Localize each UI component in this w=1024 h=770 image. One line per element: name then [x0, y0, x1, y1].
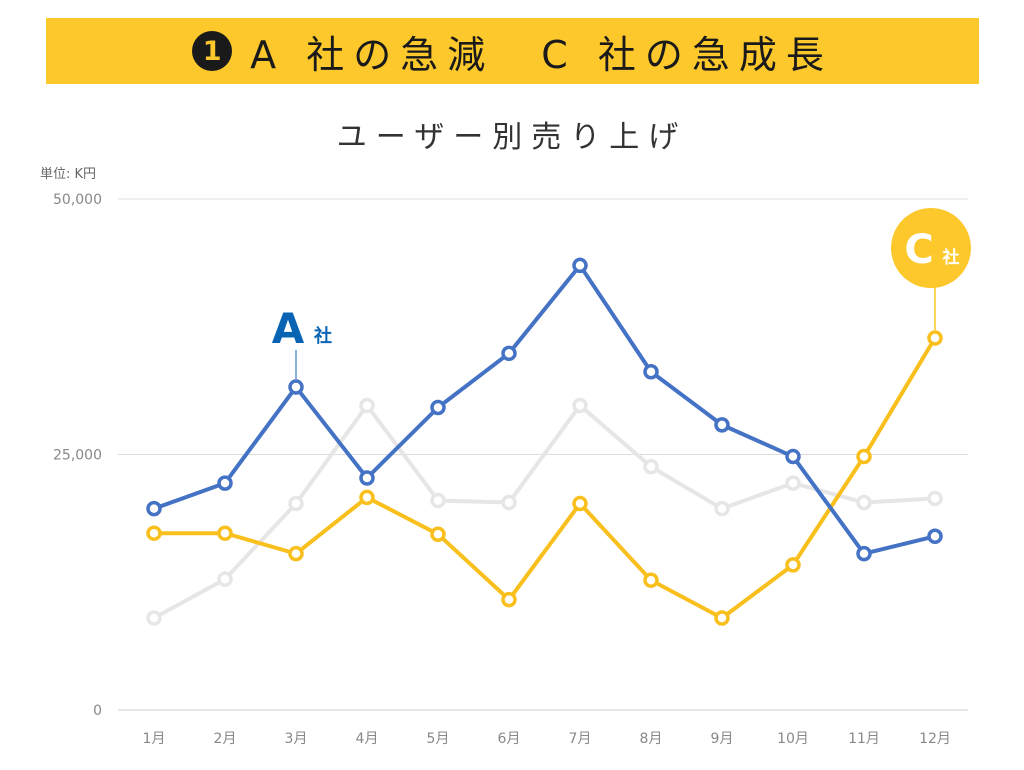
- data-point: [146, 610, 162, 626]
- y-tick-label: 25,000: [53, 448, 102, 464]
- y-tick-label: 0: [93, 703, 102, 719]
- data-point: [785, 448, 801, 465]
- data-point: [572, 257, 588, 274]
- data-point: [501, 345, 517, 362]
- data-point: [288, 545, 304, 562]
- series-line: [152, 263, 937, 556]
- annotation-label: A: [272, 304, 305, 353]
- data-point: [501, 494, 517, 511]
- x-tick-label: 9月: [711, 731, 734, 747]
- data-point: [927, 490, 943, 507]
- unit-label: 単位: K円: [40, 167, 97, 182]
- data-point: [146, 500, 162, 517]
- series-line: [152, 335, 937, 621]
- data-point: [359, 489, 375, 506]
- data-point: [643, 572, 659, 588]
- data-point: [643, 459, 659, 475]
- data-point: [430, 492, 446, 509]
- annotation-bubble: [891, 208, 971, 288]
- data-point: [785, 557, 801, 573]
- data-point: [430, 526, 446, 542]
- annotation-sublabel: 社: [942, 247, 960, 268]
- data-point: [927, 330, 943, 346]
- x-tick-label: 3月: [285, 731, 308, 747]
- x-tick-label: 1月: [143, 731, 166, 747]
- data-point: [643, 363, 659, 380]
- x-tick-label: 11月: [848, 731, 880, 747]
- data-point: [217, 475, 233, 491]
- x-tick-label: 5月: [427, 731, 450, 747]
- banner-title: A 社の急減 C 社の急成長: [250, 32, 833, 77]
- x-tick-label: 7月: [569, 731, 592, 747]
- x-tick-label: 4月: [356, 731, 379, 747]
- data-point: [927, 528, 943, 545]
- data-point: [288, 495, 304, 512]
- x-tick-label: 6月: [498, 731, 521, 747]
- x-tick-label: 2月: [214, 731, 237, 747]
- data-point: [572, 397, 588, 414]
- data-point: [217, 571, 233, 587]
- data-point: [572, 495, 588, 512]
- data-point: [288, 379, 304, 395]
- annotation-label: C: [904, 227, 933, 273]
- x-tick-label: 10月: [777, 731, 809, 747]
- x-tick-label: 12月: [919, 731, 951, 747]
- series-line: [152, 403, 937, 621]
- data-point: [359, 470, 375, 486]
- data-point: [217, 525, 233, 541]
- data-point: [714, 610, 730, 626]
- step-number-badge: 1: [192, 31, 233, 71]
- chart-title: ユーザー別売り上げ: [336, 120, 688, 155]
- data-point: [856, 545, 872, 562]
- title-banner: 1 A 社の急減 C 社の急成長: [46, 18, 979, 84]
- data-point: [714, 500, 730, 517]
- data-point: [359, 397, 375, 414]
- data-point: [430, 399, 446, 416]
- data-point: [856, 494, 872, 511]
- x-tick-label: 8月: [640, 731, 663, 747]
- y-tick-label: 50,000: [53, 192, 102, 208]
- data-point: [501, 591, 517, 608]
- annotation-sublabel: 社: [314, 325, 332, 347]
- data-point: [714, 417, 730, 433]
- data-point: [146, 525, 162, 541]
- data-point: [785, 475, 801, 491]
- data-point: [856, 448, 872, 465]
